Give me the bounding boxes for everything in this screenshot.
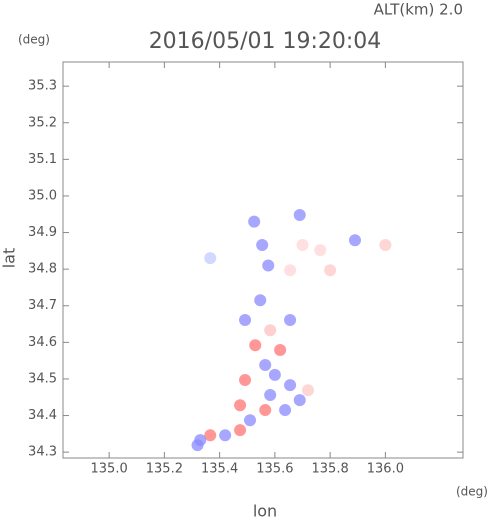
x-axis-label: lon bbox=[253, 502, 277, 521]
data-point bbox=[191, 439, 204, 452]
data-point bbox=[379, 238, 392, 251]
y-tick-label: 34.9 bbox=[28, 225, 57, 240]
data-point bbox=[268, 368, 281, 381]
data-point bbox=[293, 208, 306, 221]
y-tick-label: 34.7 bbox=[28, 298, 57, 313]
data-point bbox=[204, 429, 217, 442]
data-point bbox=[259, 359, 272, 372]
data-point bbox=[254, 294, 267, 307]
y-tick-label: 34.6 bbox=[28, 335, 57, 350]
data-point bbox=[284, 264, 297, 277]
y-tick-label: 35.1 bbox=[28, 152, 57, 167]
data-point bbox=[293, 394, 306, 407]
data-point bbox=[296, 238, 309, 251]
data-point bbox=[279, 404, 292, 417]
x-unit: (deg) bbox=[456, 485, 488, 499]
data-point bbox=[239, 374, 252, 387]
x-tick-label: 135.6 bbox=[256, 462, 293, 477]
x-tick-label: 135.2 bbox=[146, 462, 183, 477]
data-point bbox=[348, 234, 361, 247]
x-tick-label: 135.8 bbox=[312, 462, 349, 477]
data-point bbox=[234, 424, 247, 437]
data-point bbox=[302, 384, 315, 397]
data-point bbox=[239, 314, 252, 327]
y-axis-label: lat bbox=[0, 248, 19, 269]
x-tick-label: 135.4 bbox=[201, 462, 238, 477]
data-point bbox=[264, 389, 277, 402]
data-point bbox=[234, 399, 247, 412]
data-point bbox=[248, 215, 261, 228]
chart-title: 2016/05/01 19:20:04 bbox=[149, 29, 382, 54]
y-unit: (deg) bbox=[18, 33, 50, 47]
data-point bbox=[284, 314, 297, 327]
altitude-label: ALT(km) 2.0 bbox=[374, 1, 463, 19]
y-tick-label: 35.3 bbox=[28, 79, 57, 94]
y-tick-label: 34.8 bbox=[28, 262, 57, 277]
data-point bbox=[256, 238, 269, 251]
data-point bbox=[284, 379, 297, 392]
data-point bbox=[324, 264, 337, 277]
data-point bbox=[274, 344, 287, 357]
y-tick-label: 35.0 bbox=[28, 188, 57, 203]
data-point bbox=[204, 252, 217, 265]
data-point bbox=[259, 404, 272, 417]
y-tick-label: 34.4 bbox=[28, 408, 57, 423]
plot-frame bbox=[62, 61, 464, 459]
data-point bbox=[244, 414, 257, 427]
x-tick-label: 135.0 bbox=[91, 462, 128, 477]
y-tick-label: 34.5 bbox=[28, 371, 57, 386]
data-point bbox=[262, 259, 275, 272]
data-point bbox=[264, 324, 277, 337]
y-tick-label: 35.2 bbox=[28, 115, 57, 130]
y-tick-label: 34.3 bbox=[28, 445, 57, 460]
data-point bbox=[219, 429, 232, 442]
data-point bbox=[314, 244, 327, 257]
x-tick-label: 136.0 bbox=[367, 462, 404, 477]
data-point bbox=[249, 339, 262, 352]
